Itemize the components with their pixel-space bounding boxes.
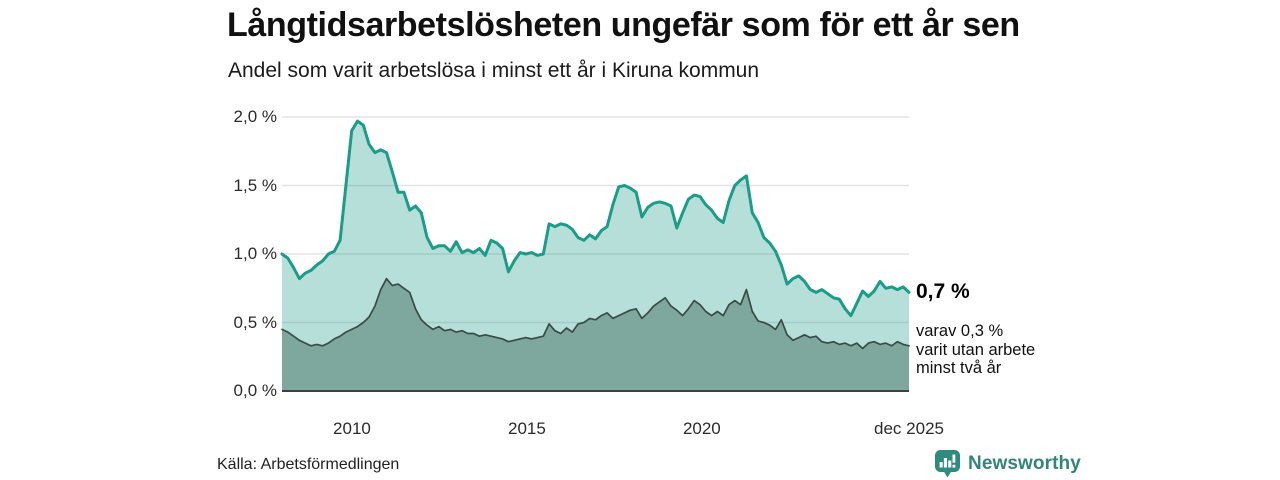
lower-line <box>281 277 910 350</box>
x-tick-label: 2020 <box>682 419 721 438</box>
newsworthy-icon <box>935 450 960 478</box>
upper-line <box>280 119 911 318</box>
source-note: Källa: Arbetsförmedlingen <box>217 456 400 473</box>
chart-title: Långtidsarbetslösheten ungefär som för e… <box>227 6 1020 44</box>
x-tick-label: dec 2025 <box>874 419 944 438</box>
x-tick-label: 2010 <box>333 419 371 438</box>
y-tick-label: 1,5 % <box>233 175 277 195</box>
y-tick-label: 0,5 % <box>233 312 277 332</box>
x-tick-label: 2015 <box>508 419 546 438</box>
latest-value-label: 0,7 % <box>916 280 970 303</box>
annotation-detail-line: varit utan arbete <box>916 340 1036 359</box>
newsworthy-wordmark: Newsworthy <box>968 452 1081 474</box>
annotation-detail-line: minst två år <box>916 359 1002 377</box>
y-tick-label: 1,0 % <box>233 244 277 263</box>
annotation-detail-line: varav 0,3 % <box>916 322 1004 340</box>
y-tick-label: 2,0 % <box>233 107 277 126</box>
annotation-detail: varav 0,3 % varit utan arbete minst två … <box>916 322 1035 378</box>
y-tick-label: 0,0 % <box>233 381 277 400</box>
lower-area <box>282 278 909 391</box>
newsworthy-logo: Newsworthy <box>934 449 1081 478</box>
chart-subtitle: Andel som varit arbetslösa i minst ett å… <box>228 59 760 82</box>
